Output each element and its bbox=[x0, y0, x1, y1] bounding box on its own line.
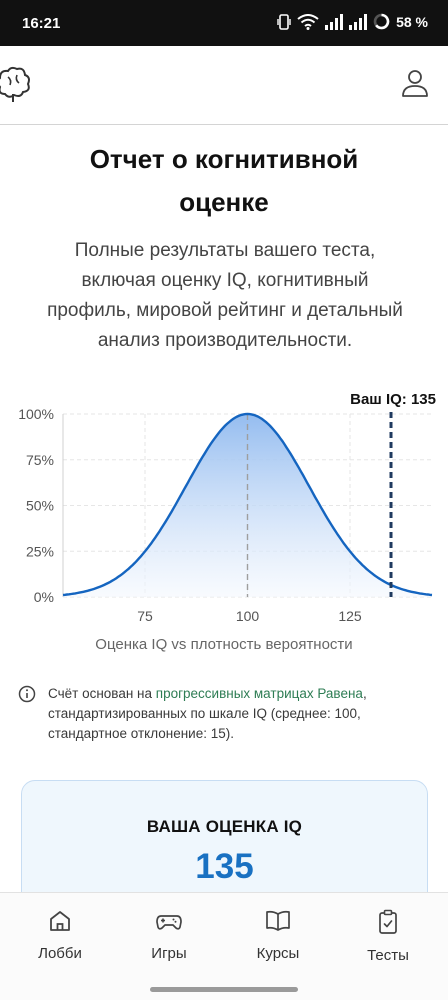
info-circle-icon bbox=[18, 685, 36, 703]
page-title-line: Отчет о когнитивной bbox=[89, 144, 359, 174]
status-time: 16:21 bbox=[22, 15, 61, 32]
status-bar: 16:21 58 % bbox=[0, 0, 448, 46]
score-value: 135 bbox=[195, 847, 254, 886]
signal-icon bbox=[325, 13, 344, 30]
score-label: ВАША ОЦЕНКА IQ bbox=[146, 817, 303, 836]
y-tick-label: 100% bbox=[18, 406, 54, 422]
status-icons: 58 % bbox=[277, 13, 428, 30]
nav-item-tests[interactable]: Тесты bbox=[332, 909, 444, 964]
subtitle-line: включая оценку IQ, когнитивный bbox=[81, 270, 369, 291]
home-indicator bbox=[150, 987, 298, 992]
x-axis-label: Оценка IQ vs плотность вероятности bbox=[95, 636, 353, 653]
iq-score-card: ВАША ОЦЕНКА IQ 135 bbox=[21, 780, 428, 892]
nav-label: Игры bbox=[151, 945, 187, 962]
nav-item-games[interactable]: Игры bbox=[113, 909, 225, 962]
nav-label: Курсы bbox=[256, 945, 300, 962]
y-tick-label: 75% bbox=[26, 452, 54, 468]
chart-svg: 0% 25% 50% 75% 100% 75 100 125 Ваш IQ: 135 bbox=[18, 391, 436, 624]
info-text-before: Счёт основан на bbox=[48, 686, 152, 701]
subtitle-line: анализ производительности. bbox=[97, 330, 353, 351]
nav-item-courses[interactable]: Курсы bbox=[222, 909, 334, 962]
nav-label: Лобби bbox=[38, 945, 82, 962]
x-tick-label: 100 bbox=[236, 608, 260, 624]
your-iq-label: Ваш IQ: 135 bbox=[350, 391, 436, 408]
vibrate-icon bbox=[277, 13, 291, 30]
info-text-after: , стандартизированных по шкале IQ (средн… bbox=[48, 686, 367, 741]
battery-ring-icon bbox=[373, 13, 390, 30]
bottom-nav: Лобби Игры Курсы Тесты bbox=[0, 892, 448, 1000]
page-subtitle: Полные результаты вашего теста, включая … bbox=[30, 236, 420, 356]
info-text: Счёт основан на прогрессивных матрицах Р… bbox=[48, 684, 388, 744]
y-tick-label: 50% bbox=[26, 498, 54, 514]
brain-icon[interactable] bbox=[0, 64, 34, 104]
raven-matrices-link[interactable]: прогрессивных матрицах Равена bbox=[155, 686, 363, 701]
report-content[interactable]: Отчет о когнитивной оценке Полные резуль… bbox=[0, 126, 448, 892]
x-tick-label: 125 bbox=[338, 608, 362, 624]
y-tick-label: 25% bbox=[26, 543, 54, 559]
y-tick-label: 0% bbox=[34, 589, 54, 605]
wifi-icon bbox=[297, 13, 319, 30]
page-title-line: оценке bbox=[179, 187, 269, 217]
subtitle-line: профиль, мировой рейтинг и детальный bbox=[47, 300, 403, 321]
iq-distribution-chart: 0% 25% 50% 75% 100% 75 100 125 Ваш IQ: 135 bbox=[0, 388, 448, 668]
gamepad-icon bbox=[156, 915, 182, 930]
home-icon bbox=[50, 911, 70, 931]
signal-icon-2 bbox=[349, 13, 368, 30]
user-icon[interactable] bbox=[400, 68, 430, 98]
battery-percent: 58 % bbox=[396, 13, 428, 30]
distribution-line bbox=[62, 412, 433, 597]
book-icon bbox=[266, 910, 290, 931]
nav-item-lobby[interactable]: Лобби bbox=[4, 909, 116, 962]
page-title: Отчет о когнитивной оценке bbox=[0, 138, 448, 224]
x-tick-label: 75 bbox=[137, 608, 153, 624]
clipboard-icon bbox=[379, 909, 397, 934]
app-header bbox=[0, 46, 448, 125]
nav-label: Тесты bbox=[367, 947, 409, 964]
subtitle-line: Полные результаты вашего теста, bbox=[74, 240, 376, 261]
